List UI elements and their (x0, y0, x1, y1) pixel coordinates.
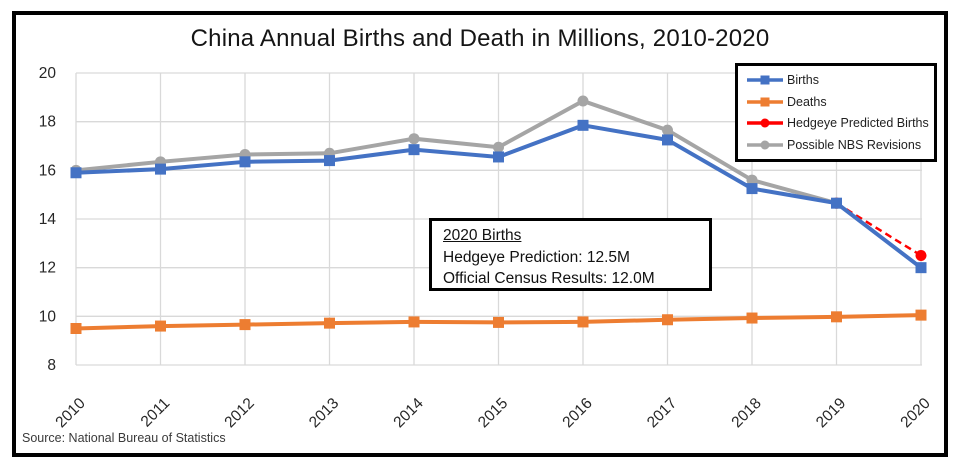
marker-deaths (239, 319, 251, 331)
y-tick-label: 20 (39, 65, 57, 82)
x-tick-label: 2019 (813, 395, 849, 431)
marker-deaths (70, 323, 82, 334)
legend-marker (760, 140, 770, 150)
marker-deaths (493, 316, 504, 328)
legend-item-births: Births (747, 73, 934, 87)
marker-deaths (408, 316, 420, 328)
legend: Births Deaths Hedgeye Predicted Births P… (735, 63, 937, 162)
legend-label: Possible NBS Revisions (787, 137, 922, 152)
marker-births (493, 151, 504, 163)
annotation-prediction: Hedgeye Prediction: 12.5M (443, 248, 630, 266)
annotation-heading: 2020 Births (443, 227, 522, 244)
marker-deaths (577, 316, 589, 328)
marker-possible-nbs-revisions (662, 124, 673, 136)
nbs-line-swatch-icon (747, 139, 783, 151)
y-tick-label: 10 (39, 308, 57, 325)
x-tick-label: 2010 (52, 395, 89, 432)
marker-possible-nbs-revisions (408, 133, 420, 145)
x-tick-label: 2017 (644, 395, 680, 431)
x-tick-label: 2020 (897, 395, 934, 432)
source-note: Source: National Bureau of Statistics (22, 431, 226, 445)
marker-births (915, 262, 927, 274)
y-tick-label: 12 (39, 260, 56, 277)
y-tick-label: 18 (39, 114, 56, 131)
marker-births (662, 134, 673, 146)
x-tick-label: 2015 (475, 395, 511, 431)
marker-deaths (746, 312, 758, 324)
hedgeye-line-swatch-icon (747, 117, 783, 129)
marker-births (746, 183, 758, 195)
marker-deaths (915, 309, 927, 321)
marker-births (831, 197, 842, 209)
legend-marker (760, 118, 770, 128)
marker-births (239, 156, 251, 168)
legend-label: Deaths (787, 94, 827, 109)
legend-item-possible-nbs-revisions: Possible NBS Revisions (747, 138, 934, 152)
legend-label: Births (787, 73, 819, 88)
x-tick-label: 2018 (728, 395, 764, 431)
marker-deaths (155, 320, 166, 332)
marker-deaths (324, 317, 335, 329)
marker-births (577, 119, 589, 131)
x-tick-label: 2016 (559, 395, 595, 431)
marker-possible-nbs-revisions (493, 141, 504, 153)
legend-marker (760, 75, 770, 85)
x-tick-label: 2013 (306, 395, 342, 431)
annotation-official: Official Census Results: 12.0M (443, 270, 655, 287)
marker-deaths (662, 314, 673, 326)
series-line-possible-nbs-revisions (75, 98, 838, 206)
marker-births (408, 144, 420, 156)
marker-possible-nbs-revisions (577, 95, 589, 107)
legend-label: Hedgeye Predicted Births (787, 116, 929, 131)
annotation-box: 2020 Births Hedgeye Prediction: 12.5M Of… (429, 218, 712, 291)
chart-title: China Annual Births and Death in Million… (190, 25, 770, 52)
marker-hedgeye-predicted-births (915, 250, 927, 261)
x-tick-label: 2012 (221, 395, 257, 431)
marker-possible-nbs-revisions (746, 174, 758, 186)
legend-marker (760, 97, 770, 107)
marker-deaths (831, 311, 842, 323)
births-line-swatch-icon (747, 74, 783, 86)
marker-births (324, 155, 335, 167)
y-tick-label: 14 (39, 211, 57, 228)
y-tick-label: 16 (39, 162, 56, 179)
legend-item-deaths: Deaths (747, 95, 934, 109)
legend-item-hedgeye-predicted-births: Hedgeye Predicted Births (747, 116, 934, 130)
y-tick-label: 8 (47, 357, 56, 374)
x-tick-label: 2011 (138, 395, 174, 431)
x-tick-label: 2014 (390, 395, 427, 432)
marker-births (70, 167, 82, 179)
marker-births (155, 163, 166, 175)
deaths-line-swatch-icon (747, 96, 783, 108)
